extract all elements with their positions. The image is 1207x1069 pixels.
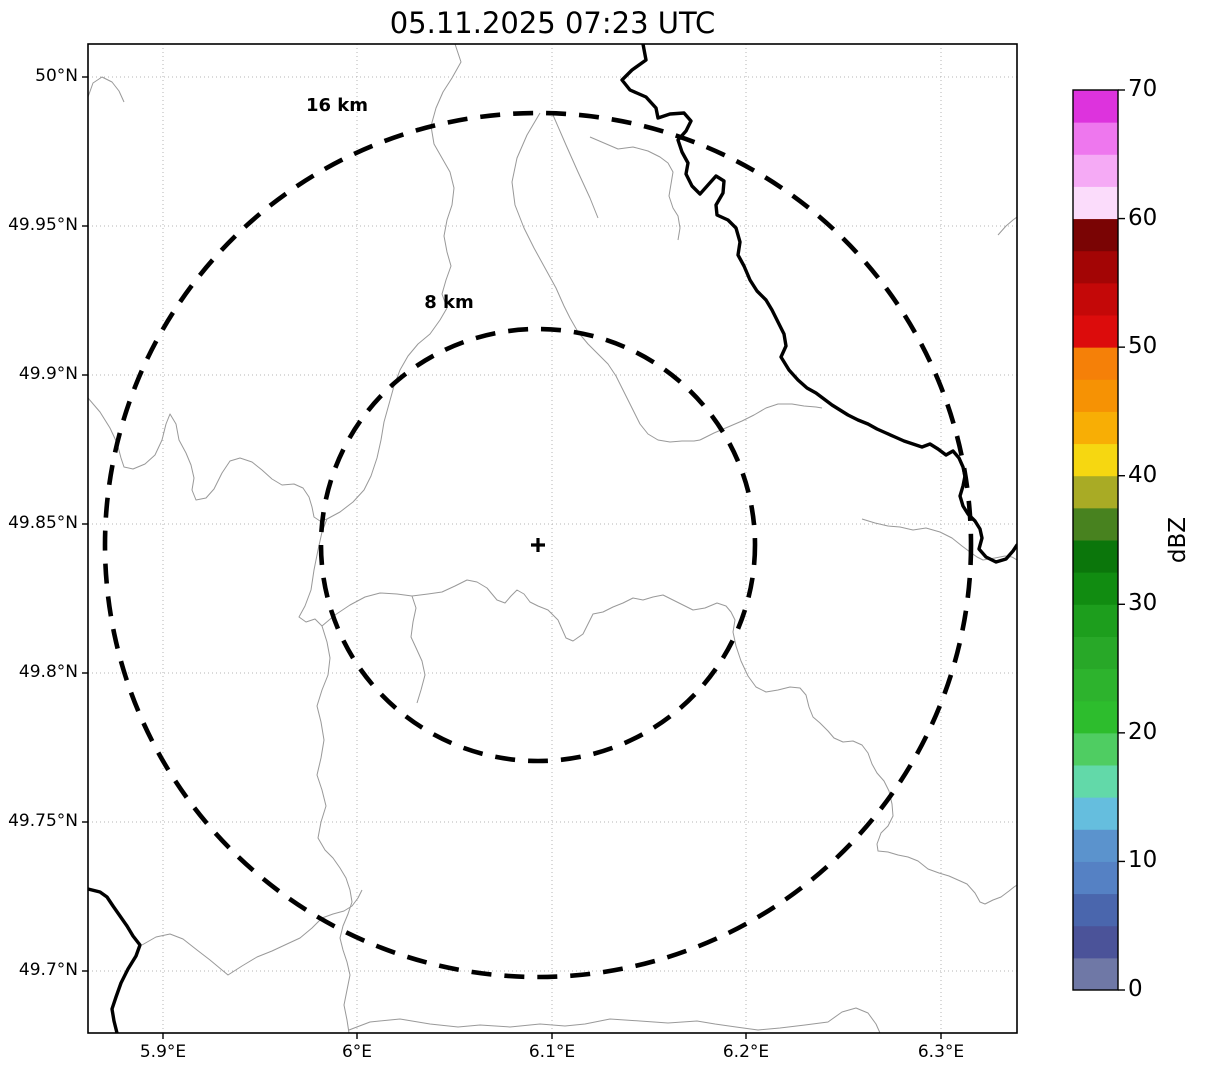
- range-ring-label-8km: 8 km: [424, 292, 474, 313]
- river-line: [620, 44, 1017, 564]
- admin-border-line: [88, 397, 328, 522]
- lat-tick-label: 49.7°N: [18, 960, 78, 980]
- colorbar-segment: [1073, 379, 1118, 412]
- admin-border-line: [430, 44, 462, 309]
- colorbar-tick-label: 10: [1128, 847, 1158, 874]
- colorbar-segment: [1073, 250, 1118, 284]
- admin-border-line: [321, 579, 1017, 905]
- colorbar-unit-label: dBZ: [1165, 516, 1191, 564]
- colorbar-segment: [1073, 893, 1118, 927]
- colorbar-segment: [1073, 347, 1118, 380]
- colorbar-segment: [1073, 925, 1118, 959]
- river-line: [88, 887, 142, 1033]
- colorbar-segment: [1073, 475, 1118, 509]
- admin-border-line: [298, 518, 353, 1033]
- admin-border-line: [511, 112, 701, 443]
- range-ring: [102, 110, 974, 980]
- colorbar-segment: [1073, 861, 1118, 895]
- colorbar-segment: [1073, 282, 1118, 316]
- colorbar-segment: [1073, 668, 1118, 702]
- colorbar-segment: [1073, 540, 1118, 573]
- colorbar-segment: [1073, 315, 1118, 348]
- colorbar-segment: [1073, 186, 1118, 220]
- colorbar-tick-label: 0: [1128, 976, 1143, 1002]
- lat-tick-label: 49.8°N: [18, 662, 78, 682]
- colorbar-frame: [1072, 89, 1119, 991]
- lon-tick-label: 5.9°E: [139, 1042, 187, 1062]
- colorbar-segment: [1073, 732, 1118, 766]
- admin-border-line: [141, 889, 363, 976]
- colorbar-segment: [1073, 604, 1118, 637]
- lon-tick-label: 6.2°E: [722, 1042, 770, 1062]
- admin-border-line: [552, 114, 599, 219]
- colorbar-segment: [1073, 636, 1118, 670]
- colorbar-segment: [1073, 957, 1118, 991]
- colorbar-segment: [1073, 122, 1118, 155]
- admin-border-line: [348, 1007, 881, 1033]
- admin-border-line: [410, 595, 426, 704]
- colorbar-tick-label: 20: [1128, 718, 1158, 745]
- colorbar-segment: [1073, 507, 1118, 541]
- colorbar-segment: [1073, 829, 1118, 862]
- admin-border-line: [589, 136, 681, 241]
- lat-tick-label: 49.9°N: [18, 364, 78, 384]
- map-contents: [88, 44, 1017, 1033]
- admin-border-line: [326, 307, 448, 520]
- colorbar-tick-label: 30: [1128, 590, 1158, 617]
- admin-border-line: [997, 216, 1017, 236]
- lat-tick-label: 49.95°N: [8, 215, 78, 235]
- colorbar-tick-label: 50: [1128, 333, 1158, 360]
- colorbar-segment: [1073, 765, 1118, 798]
- lon-tick-label: 6.3°E: [917, 1042, 965, 1062]
- colorbar-segment: [1073, 90, 1118, 123]
- figure-title: 05.11.2025 07:23 UTC: [389, 6, 716, 40]
- colorbar-segment: [1073, 443, 1118, 477]
- range-ring: [318, 326, 758, 764]
- colorbar-tick-label: 70: [1128, 76, 1158, 102]
- lat-tick-label: 49.75°N: [8, 811, 78, 831]
- lon-tick-label: 6°E: [341, 1042, 373, 1062]
- colorbar-segment: [1073, 797, 1118, 830]
- lat-tick-label: 50°N: [35, 66, 78, 86]
- lon-tick-label: 6.1°E: [528, 1042, 576, 1062]
- colorbar-segment: [1073, 572, 1118, 605]
- colorbar-segment: [1073, 700, 1118, 734]
- colorbar-segment: [1073, 154, 1118, 187]
- lat-tick-label: 49.85°N: [8, 513, 78, 533]
- colorbar-tick-label: 60: [1128, 204, 1158, 231]
- colorbar-tick-label: 40: [1128, 461, 1158, 488]
- admin-border-line: [88, 76, 125, 103]
- radar-site-marker: [531, 538, 545, 552]
- colorbar-segment: [1073, 218, 1118, 252]
- admin-border-line: [861, 518, 1017, 561]
- range-ring-label-16km: 16 km: [305, 95, 369, 116]
- colorbar-segment: [1073, 411, 1118, 445]
